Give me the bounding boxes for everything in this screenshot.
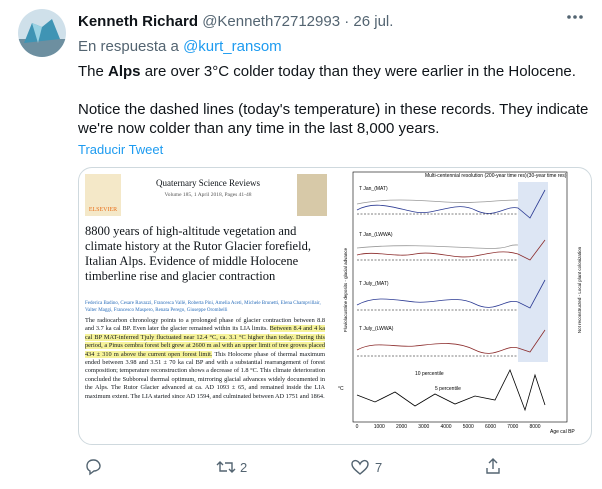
more-menu[interactable] — [566, 14, 584, 20]
reply-line: En respuesta a @kurt_ransom — [78, 38, 282, 55]
panel-label: T Jan_(LWWA) — [359, 232, 393, 238]
text: Notice the dashed lines (today's tempera… — [78, 101, 589, 137]
paragraph: Notice the dashed lines (today's tempera… — [78, 100, 593, 138]
separator: · — [344, 13, 350, 30]
abstract: The radiocarbon chronology points to a p… — [85, 317, 326, 401]
figure-header: (30-year time res) — [527, 173, 567, 179]
text: are over 3°C colder today than they were… — [140, 63, 576, 80]
x-tick-label: 1000 — [374, 424, 385, 430]
panel-label: T July_(MAT) — [359, 281, 389, 287]
author-line: Kenneth Richard @Kenneth72712993 · 26 ju… — [78, 13, 393, 30]
tweet-text: The Alps are over 3°C colder today than … — [78, 62, 593, 138]
text: This Holocene phase of thermal maximum e… — [85, 350, 325, 400]
translate-link[interactable]: Traducir Tweet — [78, 142, 164, 157]
panel-label: T Jan_(MAT) — [359, 186, 388, 192]
paper-title: 8800 years of high-altitude vegetation a… — [85, 224, 311, 283]
x-tick-label: 3000 — [418, 424, 429, 430]
mention[interactable]: @kurt_ransom — [183, 38, 282, 55]
x-tick-label: 8000 — [529, 424, 540, 430]
share-button[interactable] — [484, 457, 502, 475]
retweet-button[interactable] — [216, 458, 236, 476]
x-tick-label: 6000 — [485, 424, 496, 430]
volume: Volume 185, 1 April 2018, Pages 41-48 — [164, 192, 252, 198]
text: The — [78, 63, 109, 80]
reply-button[interactable] — [84, 458, 102, 476]
author-handle[interactable]: @Kenneth72712993 — [202, 13, 341, 30]
x-tick-label: 4000 — [440, 424, 451, 430]
paragraph: The Alps are over 3°C colder today than … — [78, 62, 593, 81]
publisher: ELSEVIER — [88, 207, 118, 213]
text: The radiocarbon chronology points to a p… — [85, 317, 325, 333]
paper: ELSEVIER Quaternary Science Reviews Volu… — [83, 172, 331, 440]
x-axis-label: Age cal BP — [550, 429, 575, 435]
bold-text: Alps — [108, 63, 141, 80]
journal: Quaternary Science Reviews — [156, 178, 260, 188]
reply-prefix: En respuesta a — [78, 38, 179, 55]
avatar[interactable] — [18, 9, 66, 57]
cover — [297, 174, 327, 216]
percentile-label: 5 percentile — [435, 386, 461, 392]
x-tick-label: 7000 — [507, 424, 518, 430]
media[interactable]: ELSEVIER Quaternary Science Reviews Volu… — [78, 167, 592, 445]
percentile-label: 10 percentile — [415, 371, 444, 377]
author-name[interactable]: Kenneth Richard — [78, 13, 199, 30]
x-tick-label: 5000 — [463, 424, 474, 430]
like-count: 7 — [375, 460, 383, 475]
left-axis-label: Fluviolacustrine deposits - glacial adva… — [343, 247, 348, 332]
figure-header: Multi-centennial resolution (200-year ti… — [425, 173, 527, 179]
authors: Federica Badino, Cesare Ravazzi, Frances… — [85, 301, 321, 313]
unit: °C — [338, 386, 344, 392]
figure: Multi-centennial resolution (200-year ti… — [338, 171, 582, 435]
publisher-logo: ELSEVIER — [85, 174, 121, 216]
retweet-count: 2 — [240, 460, 248, 475]
like-button[interactable] — [350, 458, 370, 476]
x-tick-label: 0 — [356, 424, 359, 430]
panel-label: T July_(LWWA) — [359, 326, 394, 332]
date[interactable]: 26 jul. — [353, 13, 394, 30]
right-axis-label: Not reconstructed - Local plant coloniza… — [577, 246, 582, 333]
x-tick-label: 2000 — [396, 424, 407, 430]
